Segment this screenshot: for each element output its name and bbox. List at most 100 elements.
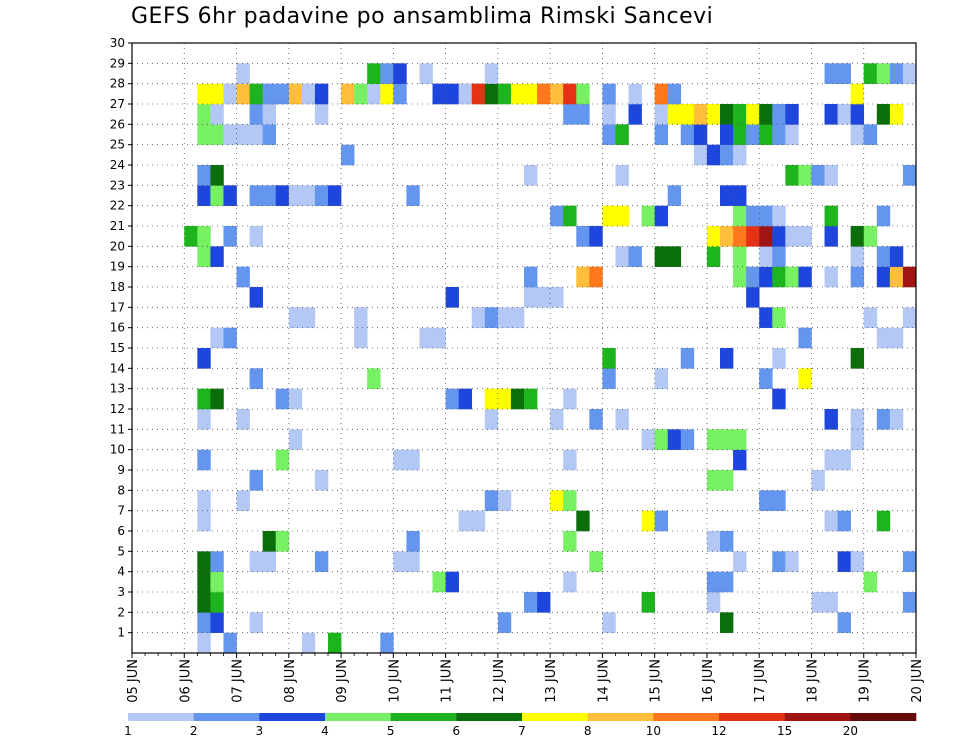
heatmap-cell-18 — [811, 592, 825, 613]
heatmap-cell-276 — [197, 83, 211, 105]
heatmap-cell-263 — [693, 104, 708, 125]
heatmap-cell-88 — [197, 409, 211, 430]
heatmap-cell-258 — [602, 104, 616, 125]
y-tick-label: 28 — [110, 77, 125, 91]
heatmap-cell-247 — [772, 124, 786, 145]
heatmap-cell-289 — [380, 83, 394, 105]
x-tick-label: 05 JUN — [126, 659, 141, 703]
colorbar-label: 7 — [518, 724, 526, 738]
heatmap-cell-259 — [628, 104, 642, 125]
colorbar-swatch-2 — [259, 713, 326, 721]
heatmap-cell-284 — [301, 83, 316, 105]
y-tick-label: 17 — [110, 300, 125, 314]
heatmap-cell-243 — [720, 124, 734, 145]
heatmap-cell-86 — [733, 429, 747, 450]
heatmap-cell-53 — [641, 510, 655, 532]
y-tick-label: 6 — [117, 524, 125, 538]
x-tick-label: 10 JUN — [387, 659, 402, 703]
y-tick-label: 19 — [110, 260, 125, 274]
x-tick-label: 14 JUN — [596, 659, 611, 703]
colorbar-swatch-9 — [719, 713, 785, 721]
heatmap-cell-3 — [328, 632, 342, 654]
heatmap-cell-237 — [262, 124, 277, 145]
heatmap-cell-290 — [393, 83, 407, 105]
heatmap-cell-215 — [667, 185, 682, 206]
heatmap-cell-161 — [902, 266, 917, 288]
heatmap-cell-132 — [354, 307, 368, 328]
heatmap-cell-287 — [354, 83, 368, 105]
heatmap-cell-201 — [772, 205, 786, 227]
heatmap-cell-210 — [288, 185, 303, 206]
y-tick-label: 16 — [110, 321, 125, 335]
heatmap-cell-312 — [419, 63, 433, 84]
x-tick-label: 17 JUN — [753, 659, 768, 703]
heatmap-cell-98 — [197, 388, 211, 410]
colorbar-swatch-1 — [193, 713, 260, 721]
heatmap-cell-73 — [393, 449, 407, 471]
heatmap-cell-39 — [785, 551, 799, 572]
heatmap-cell-16 — [641, 592, 655, 613]
heatmap-cell-147 — [236, 266, 250, 288]
colorbar-swatch-0 — [128, 713, 194, 721]
heatmap-cell-194 — [602, 205, 616, 227]
heatmap-cell-211 — [301, 185, 316, 206]
heatmap-cell-139 — [863, 307, 878, 328]
heatmap-cell-250 — [863, 124, 878, 145]
heatmap-cell-187 — [785, 226, 799, 247]
heatmap-cell-190 — [850, 226, 865, 247]
heatmap-cell-206 — [223, 185, 237, 206]
heatmap-cell-302 — [576, 83, 590, 105]
heatmap-cell-94 — [824, 409, 838, 430]
heatmap-cell-117 — [602, 348, 616, 369]
heatmap-cell-220 — [524, 165, 538, 186]
heatmap-cell-266 — [733, 104, 747, 125]
heatmap-cell-12 — [197, 592, 211, 613]
colorbar-label: 8 — [584, 724, 592, 738]
heatmap-cell-173 — [876, 246, 891, 267]
heatmap-cell-155 — [785, 266, 799, 288]
heatmap-cell-21 — [197, 571, 211, 593]
heatmap-cell-150 — [589, 266, 603, 288]
heatmap-cell-294 — [471, 83, 486, 105]
heatmap-cell-153 — [759, 266, 773, 288]
heatmap-cell-29 — [197, 551, 211, 572]
heatmap-cell-273 — [850, 104, 865, 125]
heatmap-cell-61 — [497, 490, 512, 511]
heatmap-cell-307 — [850, 83, 865, 105]
heatmap-cell-318 — [889, 63, 904, 84]
y-tick-label: 15 — [110, 341, 125, 355]
colorbar-swatch-5 — [456, 713, 523, 721]
y-tick-label: 8 — [117, 483, 125, 497]
heatmap-cell-202 — [824, 205, 838, 227]
heatmap-cell-188 — [798, 226, 812, 247]
heatmap-cell-157 — [824, 266, 838, 288]
heatmap-cell-278 — [223, 83, 237, 105]
heatmap-cell-310 — [380, 63, 394, 84]
heatmap-cell-291 — [432, 83, 446, 105]
heatmap-cell-212 — [314, 185, 329, 206]
heatmap-cell-254 — [262, 104, 277, 125]
heatmap-cell-229 — [706, 144, 721, 166]
heatmap-cell-239 — [615, 124, 629, 145]
heatmap-cell-165 — [628, 246, 642, 267]
heatmap-cell-168 — [706, 246, 721, 267]
heatmap-cell-1 — [223, 632, 237, 654]
heatmap-cell-274 — [876, 104, 891, 125]
heatmap-cell-65 — [772, 490, 786, 511]
heatmap-cell-198 — [733, 205, 747, 227]
heatmap-cell-44 — [275, 531, 290, 552]
heatmap-cell-95 — [850, 409, 865, 430]
heatmap-cell-122 — [210, 327, 224, 349]
heatmap-cell-28 — [863, 571, 878, 593]
heatmap-cell-66 — [249, 470, 263, 491]
heatmap-cell-35 — [406, 551, 420, 572]
heatmap-cell-268 — [759, 104, 773, 125]
heatmap-cell-8 — [497, 612, 512, 633]
heatmap-cell-223 — [798, 165, 812, 186]
heatmap-cell-72 — [275, 449, 290, 471]
heatmap-cell-248 — [785, 124, 799, 145]
heatmap-cell-286 — [341, 83, 355, 105]
heatmap-cell-111 — [367, 368, 381, 389]
heatmap-cell-242 — [693, 124, 708, 145]
